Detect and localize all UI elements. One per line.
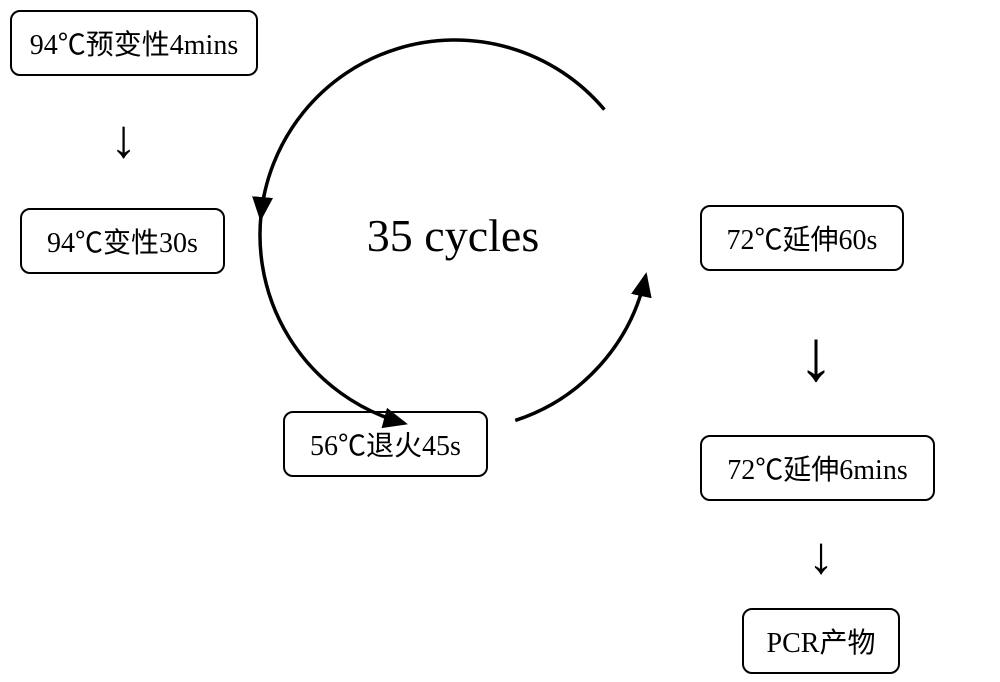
- cycle-arcs: [0, 0, 1000, 682]
- arc-ext-to-denature: [261, 40, 605, 218]
- arc-anneal-to-ext: [515, 276, 645, 421]
- arc-denature-to-anneal: [260, 194, 405, 423]
